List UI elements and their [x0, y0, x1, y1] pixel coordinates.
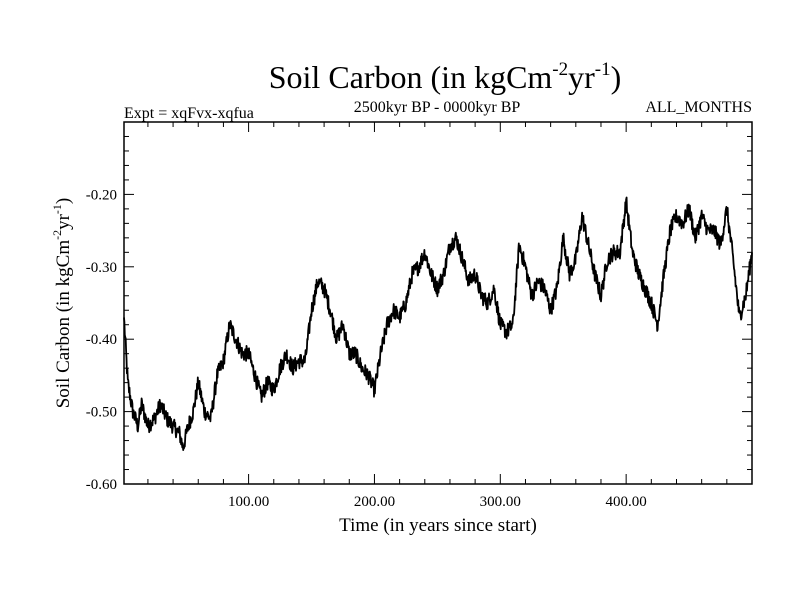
y-axis-label-mid: yr — [53, 213, 74, 230]
y-axis-ticks — [124, 135, 752, 471]
x-axis-ticks — [147, 122, 728, 484]
x-tick-label: 300.00 — [480, 494, 521, 510]
x-tick-label: 200.00 — [354, 494, 395, 510]
x-axis-label: Time (in years since start) — [339, 515, 537, 536]
series-line-soil-carbon — [123, 196, 753, 451]
y-axis-tick-labels: -0.60 -0.50 -0.40 -0.30 -0.20 — [86, 187, 117, 493]
experiment-label: Expt = xqFvx-xqfua — [124, 105, 254, 122]
chart-title-mid: yr — [568, 59, 595, 95]
months-label: ALL_MONTHS — [645, 99, 752, 116]
x-axis-tick-labels: 100.00 200.00 300.00 400.00 — [228, 494, 647, 510]
y-tick-label: -0.50 — [86, 405, 117, 421]
x-tick-label: 400.00 — [606, 494, 647, 510]
y-tick-label: -0.30 — [86, 260, 117, 276]
x-tick-label: 100.00 — [228, 494, 269, 510]
y-axis-label-main: Soil Carbon (in kgCm — [53, 240, 74, 409]
y-axis-label-superscript-2: -1 — [50, 204, 64, 214]
y-axis-label: Soil Carbon (in kgCm-2yr-1) — [50, 198, 74, 409]
chart-title-superscript-1: -2 — [552, 59, 568, 80]
plot-frame — [123, 121, 753, 485]
y-tick-label: -0.60 — [86, 477, 117, 493]
y-axis-label-superscript-1: -2 — [50, 230, 64, 240]
period-label: 2500kyr BP - 0000kyr BP — [354, 99, 521, 116]
chart-title-main: Soil Carbon (in kgCm — [269, 59, 553, 95]
chart-title-superscript-2: -1 — [595, 59, 611, 80]
y-tick-label: -0.20 — [86, 187, 117, 203]
chart-title-end: ) — [611, 59, 622, 95]
y-tick-label: -0.40 — [86, 332, 117, 348]
y-axis-label-end: ) — [53, 198, 74, 204]
chart-title: Soil Carbon (in kgCm-2yr-1) — [269, 59, 622, 95]
